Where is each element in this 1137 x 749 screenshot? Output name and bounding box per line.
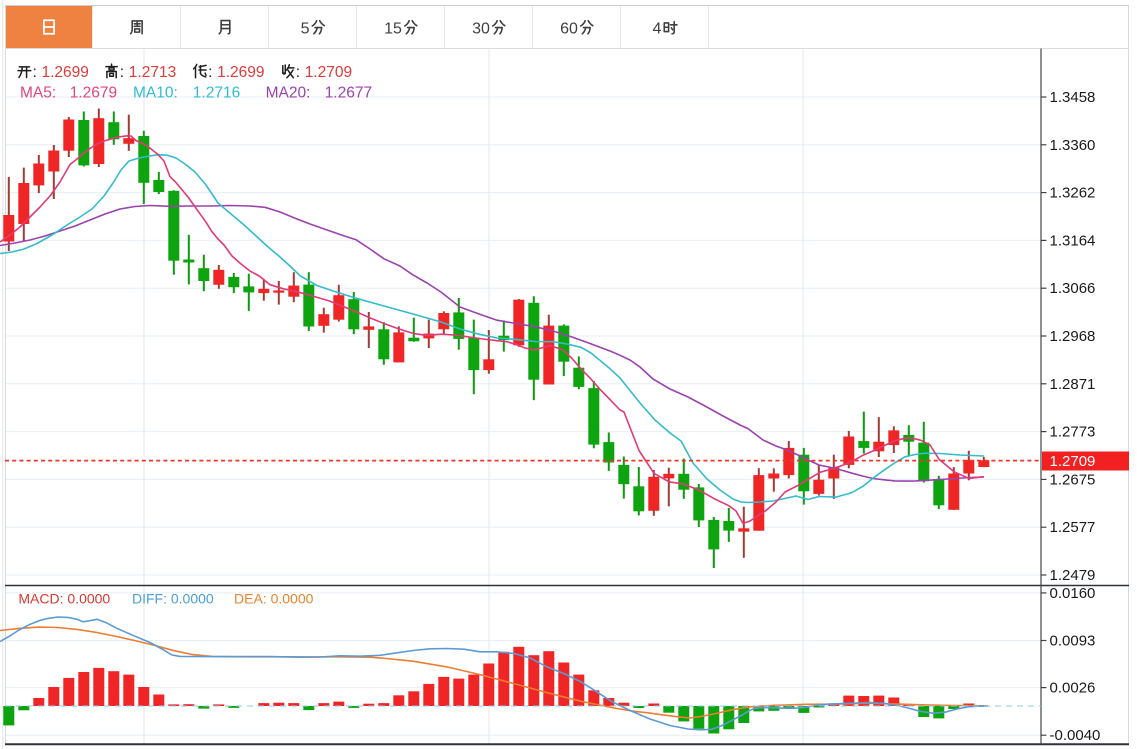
svg-text:MA5:: MA5: — [20, 85, 56, 102]
svg-text:1.2713: 1.2713 — [129, 64, 176, 81]
svg-text:1.2479: 1.2479 — [1050, 567, 1096, 584]
svg-text:15: 15 — [384, 21, 402, 38]
svg-text:1.2709: 1.2709 — [1050, 453, 1096, 470]
svg-text:DEA: 0.0000: DEA: 0.0000 — [234, 591, 314, 607]
svg-text:-0.0040: -0.0040 — [1050, 727, 1101, 744]
svg-text:MACD: 0.0000: MACD: 0.0000 — [18, 591, 110, 607]
svg-text:1.2675: 1.2675 — [1050, 471, 1096, 488]
svg-text:DIFF: 0.0000: DIFF: 0.0000 — [132, 591, 214, 607]
svg-text:0.0093: 0.0093 — [1050, 633, 1096, 650]
svg-text:1.2773: 1.2773 — [1050, 424, 1096, 441]
svg-text::: : — [120, 64, 124, 81]
svg-text:5: 5 — [301, 21, 310, 38]
svg-text:1.3458: 1.3458 — [1050, 89, 1096, 106]
svg-text:1.2871: 1.2871 — [1050, 376, 1096, 393]
svg-text:MA10:: MA10: — [133, 85, 178, 102]
svg-text::: : — [33, 64, 37, 81]
svg-text:1.3262: 1.3262 — [1050, 185, 1096, 202]
svg-text:1.2716: 1.2716 — [193, 85, 240, 102]
svg-text:1.2968: 1.2968 — [1050, 328, 1096, 345]
svg-text:1.2679: 1.2679 — [70, 85, 117, 102]
svg-text:1.3164: 1.3164 — [1050, 232, 1096, 249]
svg-text:1.2577: 1.2577 — [1050, 519, 1096, 536]
svg-text:1.2709: 1.2709 — [305, 64, 352, 81]
svg-text:1.3360: 1.3360 — [1050, 137, 1096, 154]
svg-text:1.2677: 1.2677 — [325, 85, 372, 102]
svg-text::: : — [296, 64, 300, 81]
svg-text:60: 60 — [560, 21, 578, 38]
svg-text:0.0160: 0.0160 — [1050, 585, 1096, 602]
svg-text:1.2699: 1.2699 — [42, 64, 89, 81]
svg-text:0.0026: 0.0026 — [1050, 680, 1096, 697]
svg-text:MA20:: MA20: — [266, 85, 311, 102]
svg-text:30: 30 — [472, 21, 490, 38]
svg-text::: : — [208, 64, 212, 81]
svg-text:1.2699: 1.2699 — [217, 64, 264, 81]
svg-text:4: 4 — [653, 21, 662, 38]
svg-text:1.3066: 1.3066 — [1050, 280, 1096, 297]
